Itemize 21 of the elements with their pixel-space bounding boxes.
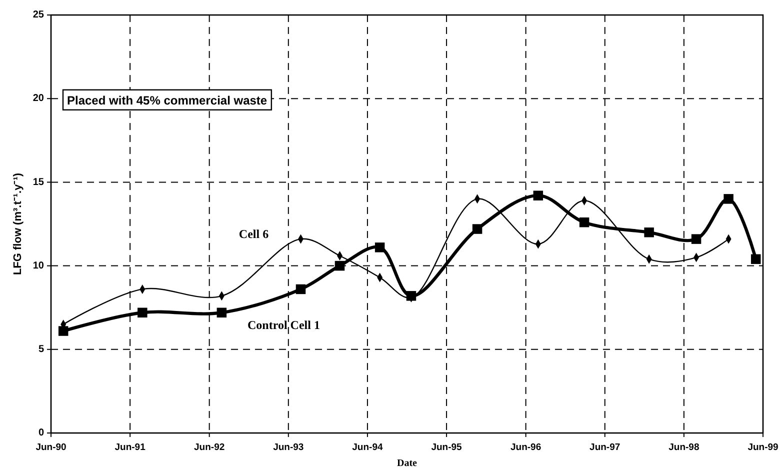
x-tick-label: Jun-99 [748, 442, 778, 453]
x-tick-label: Jun-92 [194, 442, 225, 453]
x-tick-label: Jun-90 [36, 442, 66, 453]
x-axis-title: Date [397, 458, 418, 469]
y-axis-title: LFG flow (m³.t⁻¹.y⁻¹) [12, 172, 24, 276]
annotation: Placed with 45% commercial waste [67, 93, 268, 108]
x-tick-label: Jun-93 [273, 442, 304, 453]
y-tick-label: 25 [32, 10, 44, 21]
series-label: Control Cell 1 [248, 318, 320, 332]
x-tick-label: Jun-91 [114, 442, 146, 453]
y-tick-label: 20 [32, 93, 44, 104]
x-tick-label: Jun-98 [668, 442, 700, 453]
y-tick-label: 5 [38, 344, 44, 356]
x-tick-label: Jun-97 [590, 442, 620, 453]
x-tick-label: Jun-96 [510, 442, 542, 453]
x-tick-label: Jun-94 [352, 442, 384, 453]
y-tick-label: 0 [38, 428, 44, 439]
y-tick-label: 15 [32, 176, 44, 188]
x-tick-label: Jun-95 [431, 442, 463, 453]
series-label: Cell 6 [238, 226, 269, 241]
y-tick-label: 10 [32, 260, 44, 272]
